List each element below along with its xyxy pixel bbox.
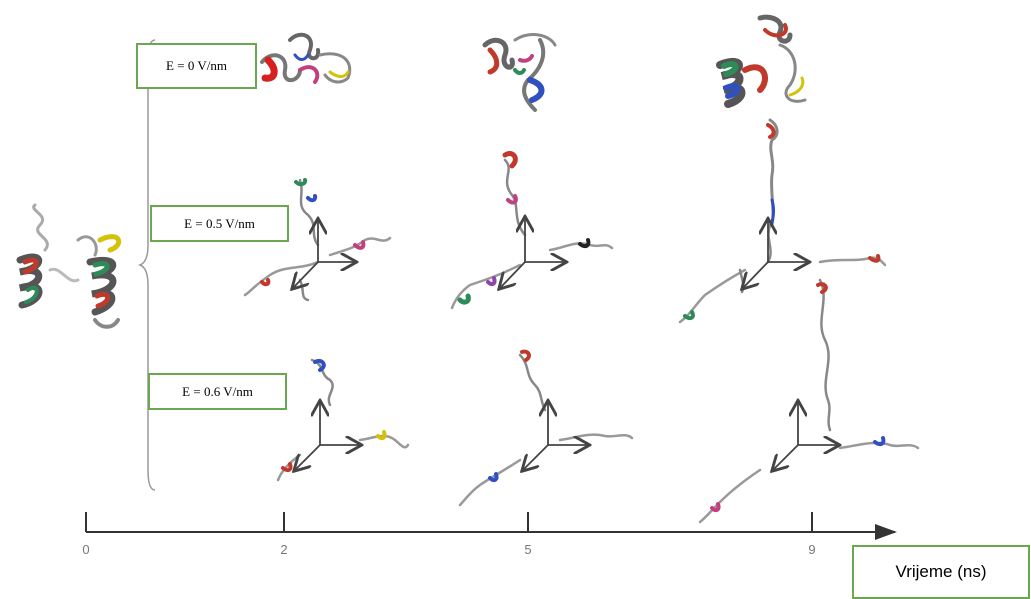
- reference-axes-t2-e06: [295, 402, 360, 470]
- field-label-e0: E = 0 V/nm: [136, 43, 257, 89]
- time-tick-label-5: 5: [524, 542, 532, 557]
- grouping-bracket: [137, 39, 156, 491]
- unfolded-structure-t5-e06: [458, 349, 634, 507]
- time-tick-label-9: 9: [808, 542, 816, 557]
- field-label-e05: E = 0.5 V/nm: [150, 205, 289, 242]
- reference-axes-t9-e06: [773, 402, 838, 470]
- time-tick-label-0: 0: [82, 542, 90, 557]
- unfolded-structure-t2-e06: [276, 358, 410, 482]
- time-tick-label-2: 2: [280, 542, 288, 557]
- reference-axes-t9-e05: [743, 220, 808, 288]
- time-axis-title: Vrijeme (ns): [852, 545, 1030, 599]
- unfolded-structure-t5-e05: [450, 150, 614, 310]
- reference-axes-t5-e05: [500, 218, 565, 288]
- compact-structure-t5-e0: [482, 33, 557, 112]
- time-axis: [85, 512, 897, 540]
- unfolded-structure-t2-e05: [243, 178, 392, 302]
- unfolded-structure-t9-e05: [678, 223, 887, 324]
- unfolded-structure-t9-e06: [698, 278, 920, 524]
- initial-helix-structure: [16, 203, 122, 329]
- reference-axes-t2-e05: [293, 220, 355, 288]
- compact-structure-t9-e0: [716, 14, 807, 227]
- reference-axes-t5-e06: [523, 402, 588, 470]
- compact-structure-t2-e0: [260, 32, 352, 84]
- field-label-e06: E = 0.6 V/nm: [148, 373, 287, 410]
